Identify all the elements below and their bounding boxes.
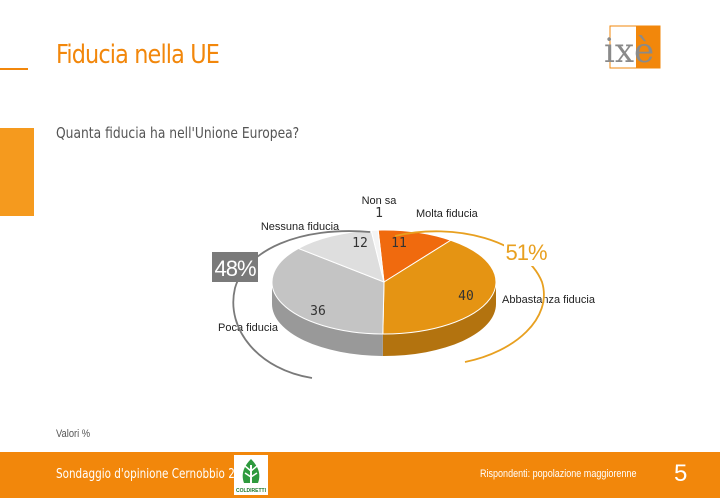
pie-slice-3 [297, 229, 385, 283]
pie-chart: 11 40 36 12 1 Molta fiducia Abbastanza fiducia… [212, 195, 596, 379]
logo-text: ixè [604, 31, 654, 71]
pie-slice-1 [382, 239, 497, 335]
pie-value-label-4: 1 [375, 206, 383, 221]
coldiretti-logo: COLDIRETTI [234, 455, 268, 495]
pie-category-label-0: Molta fiducia [416, 208, 479, 220]
pie-value-label-0: 11 [391, 236, 407, 251]
pie-category-label-1: Abbastanza fiducia [502, 294, 596, 306]
pie-category-label-3: Nessuna fiducia [261, 221, 340, 233]
side-accent-block [0, 128, 34, 216]
pie-side-1 [382, 282, 497, 357]
group-badge-1-box [212, 252, 258, 282]
pie-slice-4 [370, 229, 385, 283]
page-title: Fiducia nella UE [56, 40, 220, 70]
title-underline [0, 68, 28, 70]
values-note: Valori % [56, 428, 91, 440]
group-badge-1-text: 48% [214, 256, 255, 281]
pie-value-label-3: 12 [352, 236, 368, 251]
group-badge-0-text: 51% [505, 240, 546, 265]
pie-category-label-2: Poca fiducia [218, 322, 279, 334]
respondents-label: Rispondenti: popolazione maggiorenne [480, 468, 637, 480]
ixe-logo: ixè [604, 25, 661, 71]
pie-category-label-4: Non sa [362, 195, 398, 207]
pie-side-2 [272, 282, 383, 356]
survey-label: Sondaggio d'opinione Cernobbio 2018 [56, 467, 255, 482]
pie-value-label-2: 36 [310, 304, 326, 319]
footer-bar: Sondaggio d'opinione Cernobbio 2018 COLD… [0, 452, 720, 498]
pie-slice-2 [271, 247, 385, 335]
group-badge-0-box [504, 236, 548, 266]
partner-logo-text: COLDIRETTI [236, 488, 266, 494]
question-text: Quanta fiducia ha nell'Unione Europea? [56, 124, 300, 142]
page-number: 5 [674, 460, 688, 487]
pie-sides [272, 282, 497, 357]
pie-value-label-1: 40 [458, 289, 474, 304]
group-bracket-1 [232, 230, 371, 379]
group-bracket-0 [394, 230, 545, 363]
